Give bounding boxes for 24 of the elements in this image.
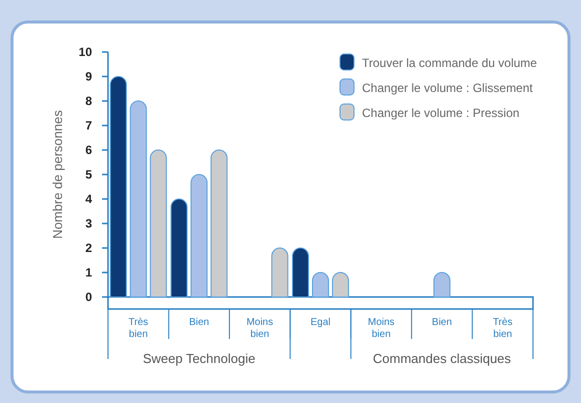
x-tick-label: Très bien [128, 317, 148, 340]
y-tick-label: 6 [85, 143, 92, 157]
x-tick-label: Egal [310, 317, 331, 328]
x-tick-label: Très bien [492, 317, 512, 340]
x-tick-label: Bien [432, 317, 452, 328]
x-tick-label: Moins bien [368, 317, 395, 340]
legend-label: Changer le volume : Glissement [362, 81, 534, 95]
y-tick-label: 8 [85, 94, 92, 108]
legend-label: Trouver la commande du volume [362, 56, 538, 70]
x-tick-label: Moins bien [246, 317, 274, 340]
y-tick-label: 1 [85, 266, 92, 280]
y-tick-label: 10 [78, 45, 92, 59]
y-tick-label: 9 [85, 70, 92, 84]
y-tick-label: 5 [85, 168, 92, 182]
y-tick-label: 3 [85, 216, 92, 230]
y-tick-label: 4 [85, 192, 92, 206]
x-tick-label: Bien [189, 317, 210, 328]
y-tick-label: 7 [85, 118, 92, 132]
legend-label: Changer le volume : Pression [362, 106, 520, 120]
y-axis-title: Nombre de personnes [50, 110, 65, 239]
y-tick-label: 2 [85, 241, 92, 255]
y-tick-label: 0 [85, 290, 92, 304]
text: Commandes classiques [372, 351, 512, 366]
text: Sweep Technologie [142, 351, 256, 366]
